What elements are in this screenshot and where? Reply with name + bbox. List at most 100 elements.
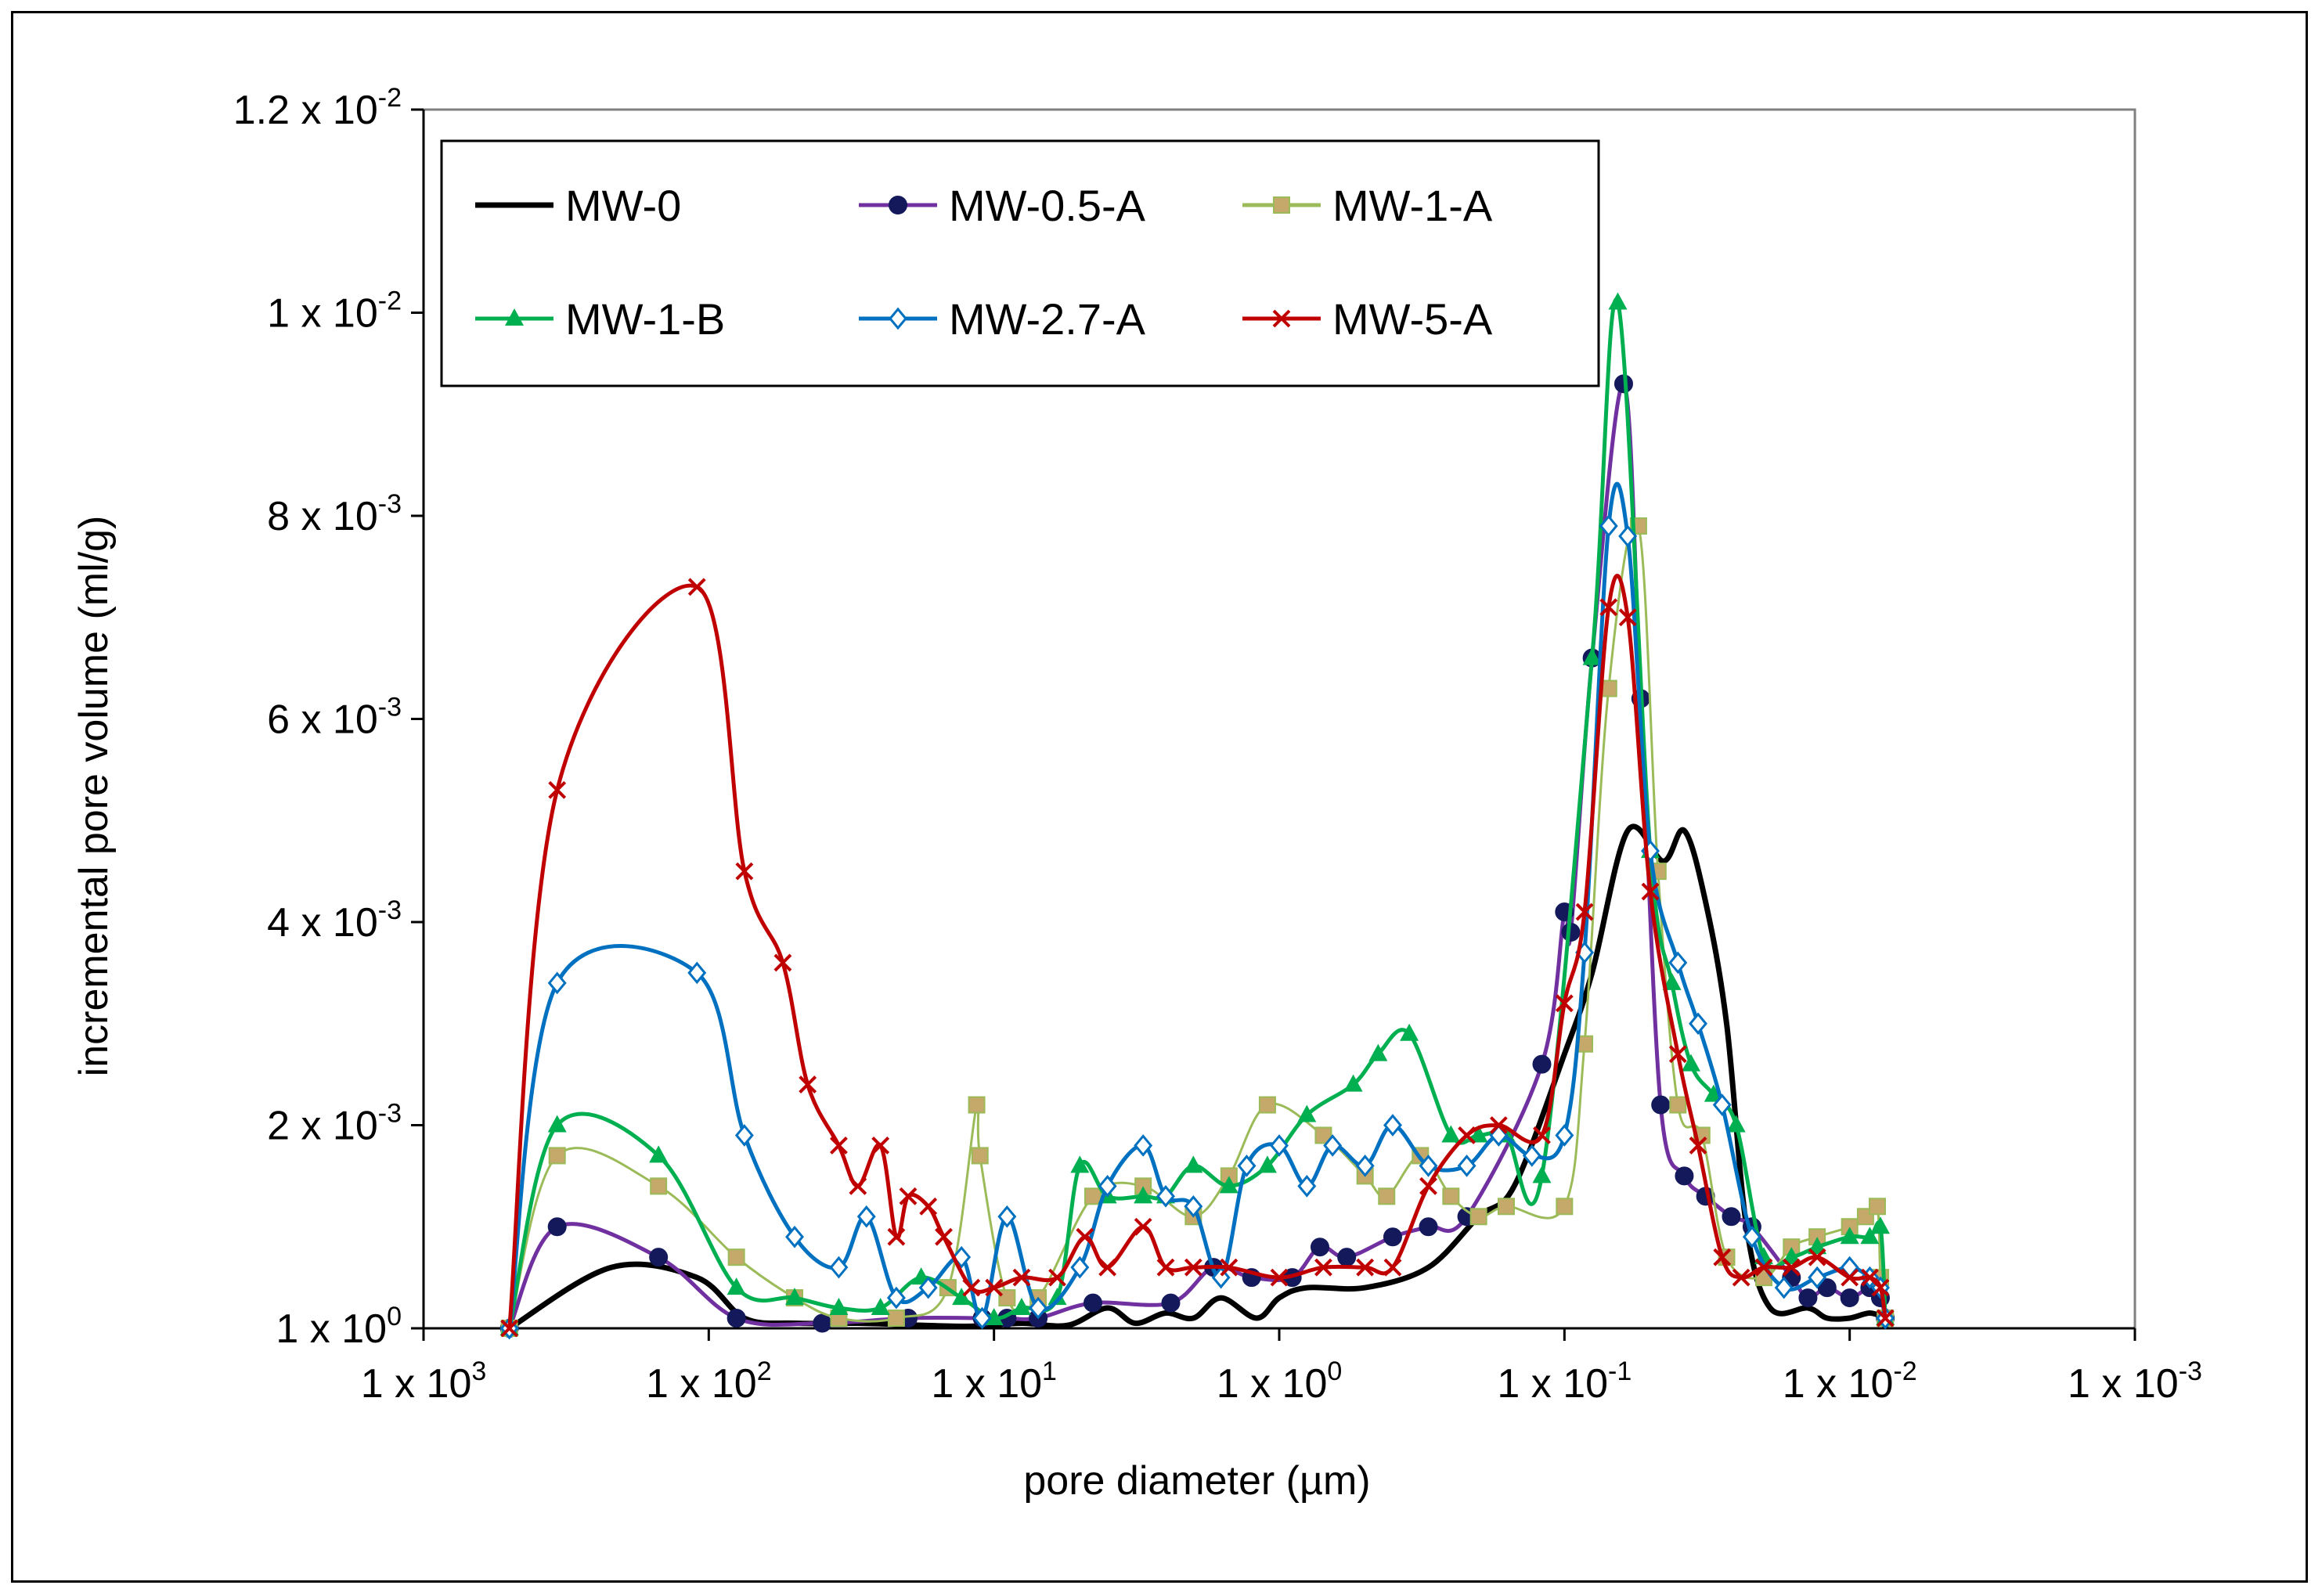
chart: 1 x 100 2 x 10-3 4 x 10-3 6 x 10-3 8 x 10-3 1…	[71, 83, 2202, 1504]
data-point	[1497, 1198, 1515, 1216]
data-point	[1713, 1248, 1732, 1266]
data-point	[1681, 1054, 1700, 1072]
data-point	[1871, 1278, 1890, 1297]
legend: MW-0 MW-0.5-A MW-1-A MW-1-B MW-2.7-A MW-5-A	[440, 139, 1600, 387]
data-point	[547, 1217, 567, 1237]
data-point	[1840, 1227, 1859, 1245]
data-point	[1870, 1216, 1890, 1234]
data-point	[886, 1286, 906, 1310]
data-point	[952, 1288, 972, 1306]
data-point	[1343, 1074, 1363, 1092]
data-point	[1754, 1247, 1773, 1265]
legend-marker	[889, 307, 907, 330]
data-point	[899, 1187, 918, 1205]
data-point	[1732, 1268, 1751, 1287]
data-point	[1098, 1175, 1117, 1198]
data-point	[1808, 1248, 1826, 1266]
data-point	[1297, 1104, 1317, 1122]
data-point	[1618, 524, 1638, 548]
data-point	[1048, 1268, 1066, 1287]
data-point	[1798, 1288, 1818, 1308]
legend-entry: MW-1-A	[1242, 181, 1493, 230]
data-point	[1442, 1187, 1460, 1205]
data-point	[1156, 1184, 1175, 1208]
data-point	[968, 1096, 986, 1114]
data-point	[1337, 1248, 1357, 1267]
data-point	[1083, 1293, 1103, 1313]
data-point	[1555, 1124, 1574, 1147]
data-point	[1668, 1045, 1687, 1064]
legend-entry: MW-5-A	[1242, 294, 1493, 344]
data-point	[1662, 972, 1682, 990]
data-point	[1469, 1125, 1488, 1143]
data-point	[1156, 1258, 1175, 1277]
data-point	[727, 1309, 746, 1328]
data-point	[1522, 1144, 1541, 1167]
data-point	[1184, 1194, 1203, 1218]
series-line	[507, 481, 1888, 1329]
legend-label: MW-1-B	[565, 294, 725, 344]
series-mw-0-5-a	[499, 374, 1895, 1338]
data-point	[1098, 1258, 1117, 1277]
data-point	[1489, 1116, 1508, 1134]
x-axis-title: pore diameter (µm)	[1023, 1458, 1370, 1504]
legend-entry: MW-2.7-A	[859, 294, 1146, 344]
x-tick-label: 1 x 100	[1217, 1356, 1343, 1407]
data-point	[849, 1176, 867, 1195]
data-point	[1722, 1207, 1741, 1227]
data-point	[1220, 1258, 1239, 1277]
data-point	[1868, 1198, 1886, 1216]
y-tick-label: 2 x 10-3	[267, 1099, 402, 1149]
data-point	[1608, 292, 1628, 310]
data-point	[1782, 1258, 1801, 1277]
legend-label: MW-2.7-A	[949, 294, 1146, 344]
data-point	[918, 1276, 938, 1299]
x-tick-label: 1 x 103	[361, 1356, 487, 1407]
y-tick-label: 8 x 10-3	[267, 489, 402, 539]
data-point	[735, 862, 754, 881]
x-tick-label: 1 x 10-1	[1497, 1356, 1632, 1407]
data-point	[547, 1115, 567, 1133]
data-point	[1532, 1054, 1552, 1074]
data-point	[1533, 1126, 1551, 1144]
data-point	[1419, 1155, 1438, 1177]
x-tick-label: 1 x 10-3	[2068, 1356, 2202, 1407]
data-point	[1134, 1186, 1153, 1204]
data-point	[1599, 598, 1618, 617]
data-point	[1582, 647, 1602, 665]
x-tick-label: 1 x 101	[931, 1356, 1057, 1407]
data-point	[1047, 1288, 1067, 1306]
data-point	[1808, 1237, 1827, 1255]
series-line	[507, 574, 1888, 1329]
data-point	[1419, 1176, 1437, 1195]
data-point	[1368, 1043, 1388, 1061]
legend-marker	[1272, 309, 1291, 328]
data-point	[1754, 1258, 1773, 1277]
data-point	[1310, 1238, 1329, 1257]
data-point	[1134, 1217, 1152, 1236]
y-tick-label: 6 x 10-3	[267, 693, 402, 743]
data-point	[1876, 1309, 1895, 1328]
data-point	[1841, 1268, 1859, 1287]
data-point	[1532, 1165, 1552, 1183]
data-point	[1651, 1095, 1671, 1115]
data-point	[1575, 902, 1594, 921]
data-point	[829, 1298, 849, 1316]
legend-label: MW-0	[565, 181, 681, 230]
data-point	[1012, 1268, 1031, 1287]
data-point	[1257, 1155, 1277, 1173]
data-point	[1383, 1258, 1402, 1277]
data-point	[1258, 1096, 1276, 1114]
data-point	[1076, 1227, 1094, 1246]
data-point	[1355, 1155, 1375, 1177]
data-point	[1314, 1126, 1332, 1144]
data-point	[1323, 1134, 1343, 1157]
data-point	[1817, 1278, 1837, 1298]
series-layer	[499, 292, 1895, 1340]
legend-entry: MW-0	[475, 181, 681, 230]
data-point	[1599, 514, 1618, 538]
data-point	[1441, 1125, 1461, 1143]
data-point	[1383, 1114, 1402, 1137]
data-point	[773, 953, 792, 972]
data-point	[1742, 1225, 1761, 1248]
